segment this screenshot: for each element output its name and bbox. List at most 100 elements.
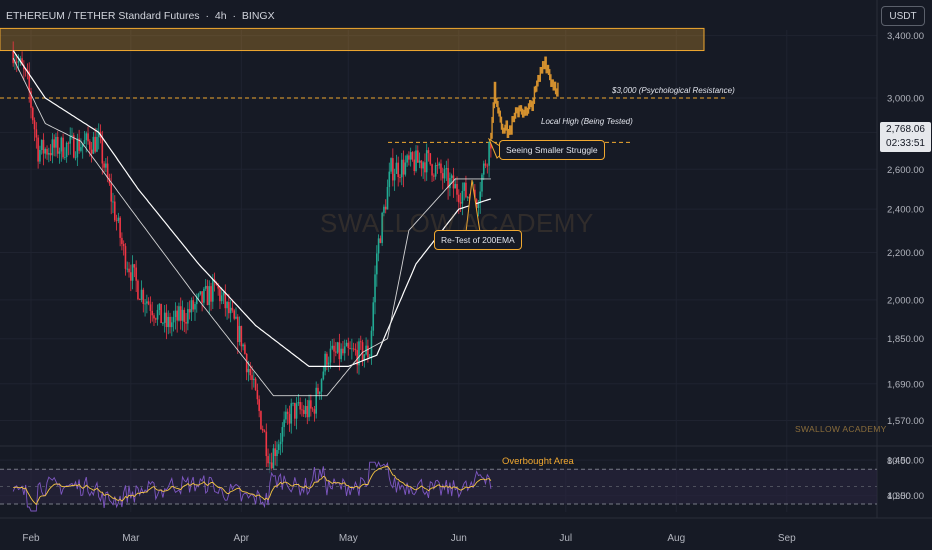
retest-200ema-note: Re-Test of 200EMA xyxy=(434,230,522,250)
candle-body xyxy=(72,135,75,158)
candle-body xyxy=(429,153,432,165)
candle-body xyxy=(162,322,164,324)
candle-body xyxy=(130,272,132,281)
candle-body xyxy=(94,136,96,152)
candle-body xyxy=(110,183,113,202)
candle-body xyxy=(395,162,398,174)
candle-body xyxy=(87,133,89,142)
candle-body xyxy=(163,312,166,323)
candle-body xyxy=(351,348,353,350)
candle-body xyxy=(174,310,177,318)
candle-body xyxy=(308,400,310,418)
candle-body xyxy=(60,137,63,152)
candle-body xyxy=(347,342,350,348)
currency-button[interactable]: USDT xyxy=(881,6,925,26)
price-tick-label: 3,000.00 xyxy=(887,94,924,105)
candle-body xyxy=(484,163,487,166)
candle-body xyxy=(112,201,114,203)
rsi-band xyxy=(0,469,877,504)
candle-body xyxy=(149,304,152,311)
candle-body xyxy=(324,353,326,372)
title-separator: · xyxy=(205,10,209,22)
candle-body xyxy=(358,341,360,366)
candle-body xyxy=(379,238,382,243)
candle-body xyxy=(310,400,312,409)
candle-body xyxy=(97,131,100,137)
candle-body xyxy=(397,162,399,178)
candle-body xyxy=(176,310,178,321)
candle-body xyxy=(427,150,430,154)
last-price-value: 2,768.06 xyxy=(886,124,925,135)
candle-body xyxy=(420,160,423,169)
candle-body xyxy=(67,142,70,144)
candle-body xyxy=(454,184,457,189)
candle-body xyxy=(286,411,289,414)
candle-body xyxy=(194,304,196,310)
candle-body xyxy=(245,353,248,373)
candle-body xyxy=(285,411,287,420)
candle-body xyxy=(236,316,239,343)
candle-body xyxy=(433,175,435,177)
candle-body xyxy=(74,157,77,159)
candle-body xyxy=(55,136,57,148)
resistance-zone xyxy=(0,27,705,52)
candle-body xyxy=(301,409,303,411)
candle-body xyxy=(21,58,23,65)
candle-body xyxy=(295,403,298,419)
candle-body xyxy=(238,325,241,343)
candle-body xyxy=(336,342,339,353)
candle-body xyxy=(331,345,334,349)
candle-body xyxy=(81,144,84,148)
candle-body xyxy=(311,408,314,410)
candle-body xyxy=(363,354,366,361)
candle-body xyxy=(326,353,328,365)
candle-body xyxy=(242,344,244,347)
title-separator-2: · xyxy=(232,10,236,22)
candle-body xyxy=(128,268,130,273)
overbought-label: Overbought Area xyxy=(502,456,574,467)
candle-body xyxy=(422,162,424,169)
candle-body xyxy=(113,201,116,221)
smaller-struggle-note: Seeing Smaller Struggle xyxy=(499,140,605,160)
candle-body xyxy=(327,362,330,365)
candle-body xyxy=(438,163,440,166)
candle-body xyxy=(388,171,391,187)
candle-body xyxy=(89,141,91,150)
candle-body xyxy=(359,341,362,343)
candle-body xyxy=(65,142,68,158)
rsi-tick-label: 80.00 xyxy=(887,456,911,467)
candle-body xyxy=(488,141,490,166)
candle-body xyxy=(415,150,417,172)
candle-body xyxy=(160,303,162,324)
candle-body xyxy=(404,162,407,175)
candle-body xyxy=(71,135,73,137)
candle-body xyxy=(374,274,376,303)
candle-body xyxy=(343,346,346,354)
ema-50-line xyxy=(12,57,491,397)
candle-body xyxy=(101,138,104,164)
candle-body xyxy=(361,342,364,361)
candle-body xyxy=(418,160,421,163)
candle-body xyxy=(35,129,38,138)
exchange: BINGX xyxy=(241,10,275,22)
candle-body xyxy=(156,310,159,320)
time-tick-label: May xyxy=(339,533,358,544)
candle-body xyxy=(106,163,109,179)
candle-body xyxy=(279,441,282,445)
candle-body xyxy=(30,91,32,108)
candle-body xyxy=(302,410,305,414)
candle-body xyxy=(28,71,31,92)
candle-body xyxy=(372,302,375,331)
candle-body xyxy=(479,191,481,203)
candle-body xyxy=(474,189,476,200)
candle-body xyxy=(368,356,371,358)
candle-body xyxy=(393,173,396,181)
candle-body xyxy=(251,375,253,380)
candle-body xyxy=(119,217,121,238)
candle-body xyxy=(413,159,416,172)
candle-body xyxy=(274,448,277,457)
candle-body xyxy=(31,107,34,121)
candle-body xyxy=(240,325,243,347)
candle-body xyxy=(459,202,462,204)
